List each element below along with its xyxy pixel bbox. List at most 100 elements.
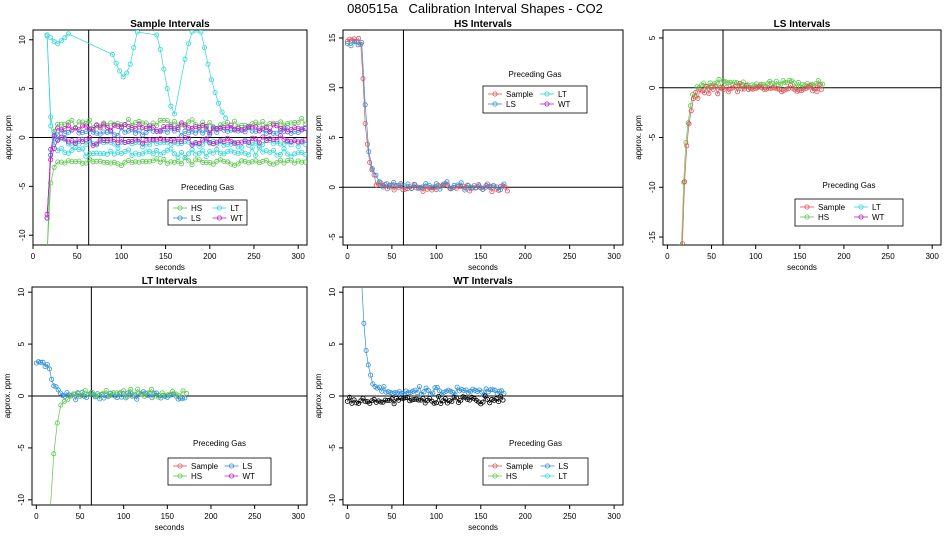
sample-xtick-label: 200 bbox=[203, 252, 217, 261]
wt-point-ls bbox=[361, 320, 367, 326]
lt-point-hs bbox=[183, 390, 189, 396]
sample-point-wt bbox=[147, 137, 153, 143]
hs-legend-marker-wt bbox=[544, 101, 550, 107]
ls-legend-box bbox=[794, 198, 904, 227]
sample-point-ls bbox=[90, 129, 96, 135]
ls-point-hs bbox=[782, 80, 788, 86]
sample-point-wt bbox=[186, 135, 192, 141]
sample-point-wt bbox=[178, 139, 184, 145]
hs-point-ls bbox=[362, 102, 368, 108]
sample-point-wt bbox=[288, 139, 294, 145]
lt-point-hs bbox=[128, 386, 134, 392]
sample-point-ls bbox=[200, 130, 206, 136]
sample-extra-point bbox=[205, 61, 211, 67]
sample-point-wt bbox=[277, 125, 283, 131]
hs-point-ls bbox=[387, 184, 393, 190]
sample-extra-point bbox=[127, 61, 133, 67]
wt-point-black bbox=[453, 395, 459, 401]
sample-extra-point bbox=[182, 56, 188, 62]
sample-point-ls bbox=[111, 132, 117, 138]
sample-point-hs bbox=[126, 157, 132, 163]
lt-point-hs bbox=[65, 396, 71, 402]
sample-point-hs bbox=[65, 158, 71, 164]
sample-point-hs bbox=[249, 159, 255, 165]
sample-point-hs bbox=[58, 159, 64, 165]
sample-point-hs bbox=[161, 118, 167, 124]
ls-point-sample bbox=[750, 86, 756, 92]
ls-ytick-label: 0 bbox=[648, 85, 657, 90]
hs-point-ls bbox=[384, 181, 390, 187]
lt-point-ls bbox=[49, 376, 55, 382]
sample-point-wt bbox=[108, 127, 114, 133]
sample-point-wt bbox=[263, 125, 269, 131]
wt-ytick-label: 5 bbox=[328, 341, 337, 346]
ls-point-sample bbox=[770, 85, 776, 91]
sample-point-hs bbox=[200, 159, 206, 165]
sample-point-wt bbox=[203, 123, 209, 129]
wt-xtick-label: 250 bbox=[563, 512, 577, 521]
sample-point-hs bbox=[295, 120, 301, 126]
ls-xtick-label: 300 bbox=[925, 252, 939, 261]
sample-point-lt bbox=[186, 151, 192, 157]
wt-point-black bbox=[384, 397, 390, 403]
lt-point-ls bbox=[180, 395, 186, 401]
sample-point-ls bbox=[136, 128, 142, 134]
sample-extra-point bbox=[201, 45, 207, 51]
sample-extra-point bbox=[157, 47, 163, 53]
sample-extra-point bbox=[186, 41, 192, 47]
hs-point-ls bbox=[433, 181, 439, 187]
wt-point-ls bbox=[425, 387, 431, 393]
sample-point-lt bbox=[48, 114, 54, 120]
sample-point-hs bbox=[186, 119, 192, 125]
wt-point-ls bbox=[454, 384, 460, 390]
sample-extra-point bbox=[58, 38, 64, 44]
lt-point-ls bbox=[151, 390, 157, 396]
sample-legend-label-ls: LS bbox=[191, 214, 201, 223]
sample-point-hs bbox=[224, 120, 230, 126]
lt-legend-marker-wt bbox=[228, 473, 234, 479]
wt-point-black bbox=[347, 394, 353, 400]
sample-point-hs bbox=[200, 119, 206, 125]
sample-extra-point bbox=[168, 103, 174, 109]
wt-xtick-label: 150 bbox=[474, 512, 488, 521]
sample-point-wt bbox=[274, 137, 280, 143]
hs-point-ls bbox=[440, 181, 446, 187]
wt-point-black bbox=[460, 394, 466, 400]
lt-xtick-label: 0 bbox=[34, 512, 39, 521]
sample-point-hs bbox=[186, 158, 192, 164]
sample-point-hs bbox=[246, 160, 252, 166]
sample-point-lt bbox=[129, 152, 135, 158]
sample-point-hs bbox=[263, 157, 269, 163]
sample-point-lt bbox=[221, 142, 227, 148]
sample-point-hs bbox=[76, 119, 82, 125]
lt-point-ls bbox=[73, 397, 79, 403]
lt-point-ls bbox=[62, 393, 68, 399]
sample-point-lt bbox=[285, 151, 291, 157]
wt-series-ls-line bbox=[361, 287, 505, 397]
sample-point-ls bbox=[161, 127, 167, 133]
sample-point-ls bbox=[83, 129, 89, 135]
sample-point-lt bbox=[246, 152, 252, 158]
sample-point-wt bbox=[246, 123, 252, 129]
wt-point-black bbox=[487, 400, 493, 406]
hs-legend-label-lt: LT bbox=[558, 90, 567, 99]
ls-point-hs bbox=[796, 79, 802, 85]
hs-legend-label-ls: LS bbox=[506, 100, 516, 109]
hs-ylabel: approx. ppm bbox=[314, 115, 323, 160]
sample-point-wt bbox=[203, 136, 209, 142]
sample-point-wt bbox=[104, 124, 110, 130]
sample-point-hs bbox=[72, 159, 78, 165]
lt-ytick-label: -5 bbox=[17, 444, 26, 452]
sample-point-hs bbox=[274, 160, 280, 166]
sample-point-lt bbox=[136, 139, 142, 145]
hs-series-ls-line bbox=[347, 41, 505, 191]
ls-point-sample bbox=[715, 91, 721, 97]
lt-legend-label-wt: WT bbox=[243, 472, 256, 481]
wt-point-ls bbox=[405, 390, 411, 396]
hs-ytick-label: 5 bbox=[328, 135, 337, 140]
hs-series-sample-line bbox=[347, 37, 508, 193]
lt-xlabel: seconds bbox=[155, 523, 185, 532]
sample-point-wt bbox=[87, 126, 93, 132]
sample-point-hs bbox=[281, 160, 287, 166]
sample-point-hs bbox=[253, 158, 259, 164]
